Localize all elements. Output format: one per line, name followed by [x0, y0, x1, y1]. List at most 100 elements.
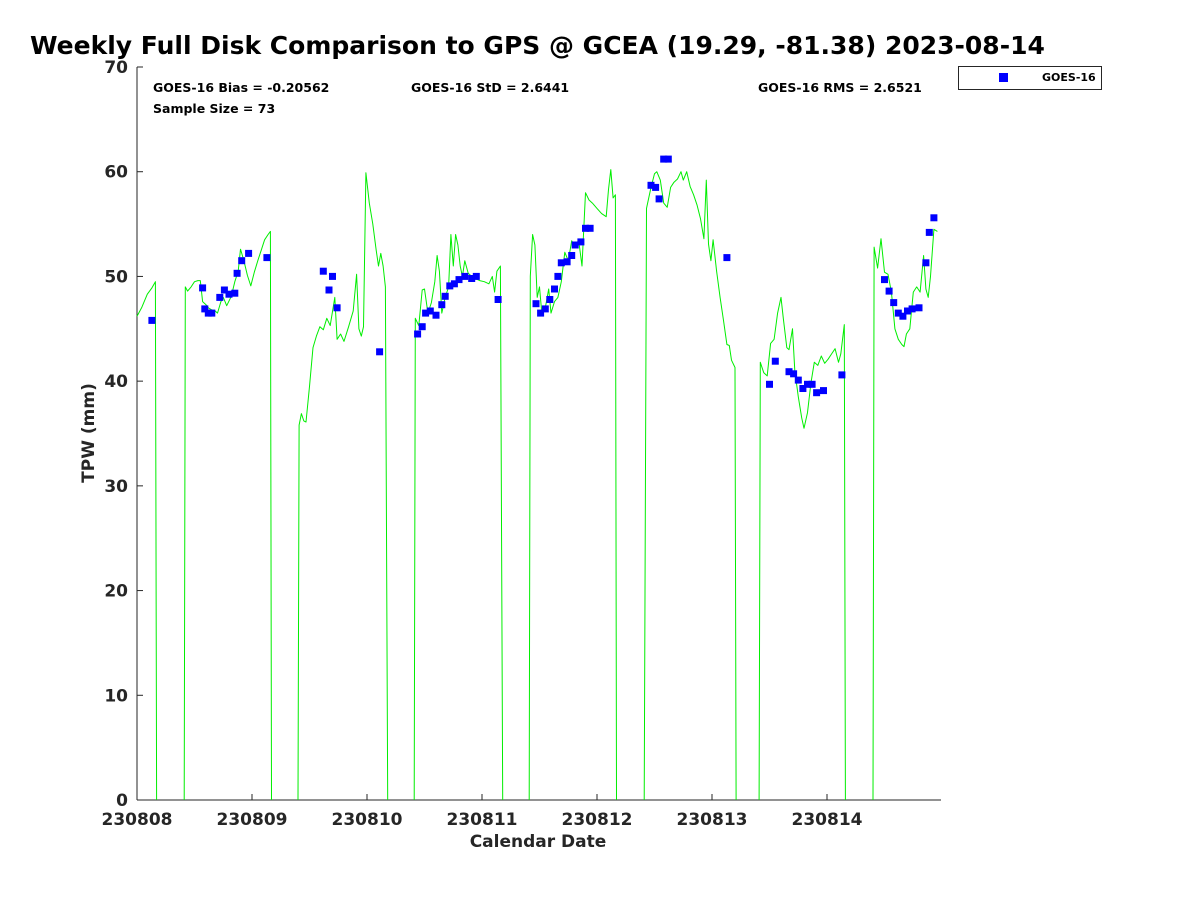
- goes16-point: [216, 293, 224, 301]
- x-tick-label: 230814: [792, 810, 863, 830]
- legend-box: [958, 66, 1102, 90]
- goes16-point: [541, 305, 549, 313]
- goes16-point: [664, 155, 672, 163]
- goes16-point: [461, 272, 469, 280]
- goes16-point: [808, 380, 816, 388]
- y-axis-ticks: 0 10 20 30 40 50 60 70: [104, 58, 143, 811]
- goes16-point: [925, 228, 933, 236]
- goes16-point: [325, 286, 333, 294]
- x-axis-ticks: 230808 230809 230810 230811 230812 230813 2308…: [102, 794, 863, 830]
- x-axis-label: Calendar Date: [470, 832, 607, 852]
- goes16-point: [881, 276, 888, 284]
- chart-title: Weekly Full Disk Comparison to GPS @ GCE…: [30, 31, 1045, 60]
- y-tick-label: 10: [104, 686, 128, 706]
- goes16-point: [804, 380, 811, 388]
- goes16-point: [245, 249, 253, 257]
- goes16-point: [723, 254, 731, 262]
- goes16-point: [890, 299, 898, 307]
- goes16-point: [494, 296, 502, 303]
- goes16-point: [894, 309, 902, 317]
- goes16-point: [472, 272, 480, 280]
- goes16-point: [201, 305, 209, 313]
- goes16-point: [813, 389, 821, 397]
- goes16-point: [838, 371, 846, 379]
- y-tick-label: 0: [116, 791, 128, 811]
- goes16-point: [794, 376, 802, 384]
- y-tick-label: 20: [104, 582, 128, 602]
- goes16-point: [532, 300, 540, 308]
- goes16-point: [225, 290, 233, 298]
- y-tick-label: 70: [104, 58, 128, 78]
- goes16-point: [582, 224, 589, 232]
- goes16-point: [438, 301, 446, 309]
- goes16-point: [915, 304, 923, 312]
- goes16-point: [446, 282, 454, 290]
- goes16-point: [329, 272, 336, 280]
- goes16-point: [376, 348, 384, 356]
- gps-line-series: [136, 169, 938, 801]
- goes16-point: [577, 238, 585, 246]
- goes16-point: [450, 280, 458, 288]
- x-tick-label: 230812: [562, 810, 633, 830]
- rms-stat: GOES-16 RMS = 2.6521: [758, 80, 922, 95]
- goes16-point: [231, 289, 239, 297]
- goes16-point: [799, 385, 807, 392]
- legend-label-goes16: GOES-16: [1042, 71, 1096, 84]
- goes16-point: [908, 305, 916, 313]
- goes16-point: [647, 181, 655, 189]
- goes16-point: [899, 312, 907, 320]
- goes16-point: [571, 241, 579, 249]
- goes16-point: [660, 155, 668, 163]
- goes16-point: [319, 267, 327, 275]
- gps-line-segment: [872, 228, 938, 801]
- legend-marker-goes16: [999, 73, 1008, 82]
- gps-line-segment: [528, 169, 617, 801]
- goes16-point: [557, 259, 565, 267]
- std-stat: GOES-16 StD = 2.6441: [411, 80, 569, 95]
- goes16-point: [652, 183, 660, 191]
- goes16-point: [885, 287, 893, 295]
- gps-line-segment: [297, 172, 389, 801]
- goes16-point: [208, 309, 216, 317]
- goes16-point: [551, 285, 558, 293]
- goes16-point: [468, 275, 476, 282]
- x-tick-label: 230811: [447, 810, 518, 830]
- bias-stat: GOES-16 Bias = -0.20562: [153, 80, 329, 95]
- goes16-point: [263, 254, 271, 262]
- gps-line-segment: [413, 234, 504, 801]
- goes16-point: [820, 387, 827, 395]
- x-tick-label: 230808: [102, 810, 173, 830]
- y-tick-label: 50: [104, 267, 128, 287]
- goes16-point: [554, 272, 562, 280]
- sample-size-stat: Sample Size = 73: [153, 101, 275, 116]
- gps-line-segment: [643, 171, 737, 801]
- gps-line-segment: [758, 296, 846, 801]
- gps-line-segment: [183, 230, 272, 801]
- y-tick-label: 30: [104, 477, 128, 497]
- goes16-point: [238, 257, 246, 265]
- goes16-point: [455, 276, 463, 284]
- goes16-point: [568, 252, 576, 259]
- goes16-point: [771, 357, 779, 365]
- goes16-point: [785, 368, 793, 376]
- goes16-point: [220, 286, 228, 294]
- goes16-point: [414, 330, 422, 338]
- plot-area: [136, 67, 941, 801]
- goes16-point: [930, 214, 938, 222]
- legend: GOES-16: [958, 66, 1102, 90]
- goes16-point: [148, 316, 156, 324]
- goes16-point: [422, 309, 430, 317]
- goes16-point: [563, 258, 571, 266]
- goes16-point: [790, 370, 798, 378]
- x-tick-label: 230809: [217, 810, 288, 830]
- goes16-point: [233, 269, 241, 277]
- goes16-point: [199, 284, 207, 292]
- goes16-point: [904, 307, 911, 315]
- y-tick-label: 40: [104, 372, 128, 392]
- goes16-point: [766, 380, 773, 388]
- goes16-point: [537, 309, 545, 317]
- goes16-point: [333, 304, 341, 312]
- goes16-scatter-series: [148, 155, 938, 397]
- goes16-point: [432, 311, 440, 319]
